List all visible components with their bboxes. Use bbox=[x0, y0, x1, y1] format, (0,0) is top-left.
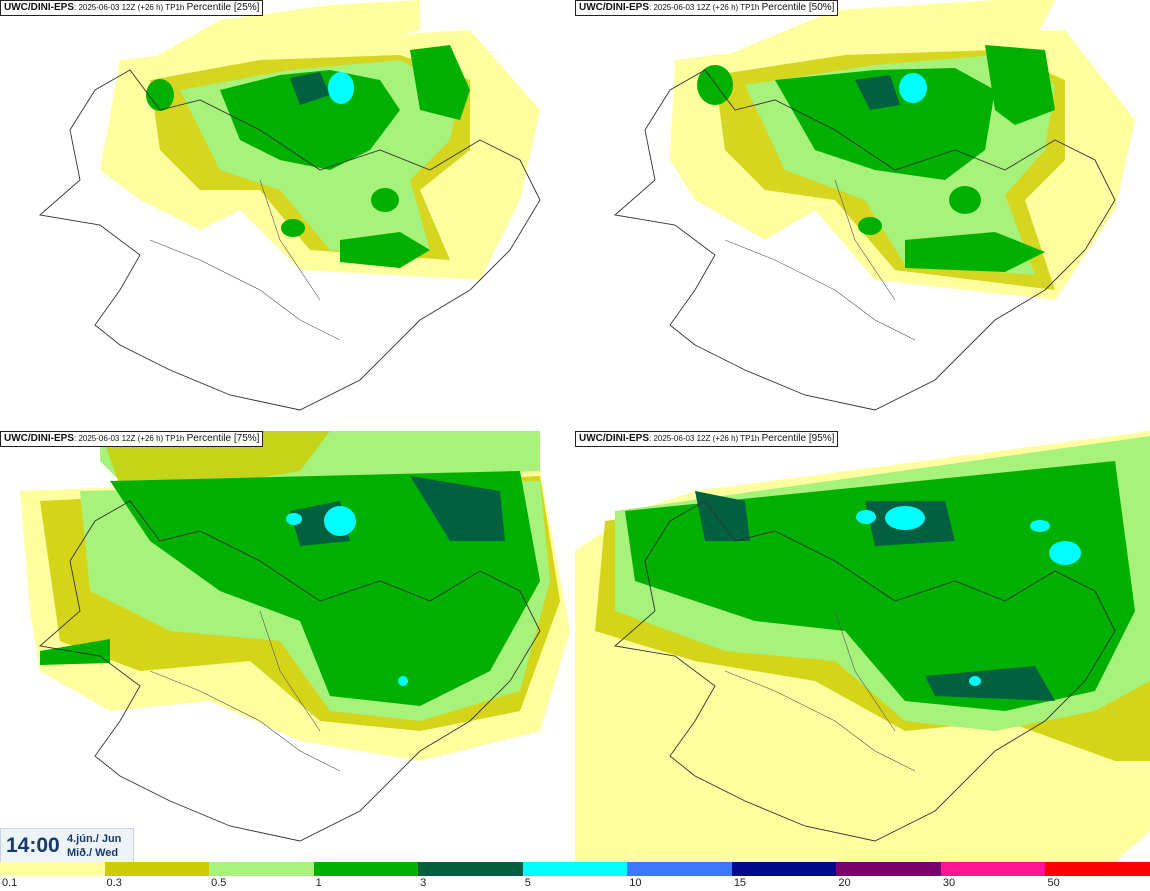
valid-date-line1: 4.jún./ Jun bbox=[67, 833, 122, 845]
legend-tick-label: 10 bbox=[629, 877, 642, 889]
map-panel-p25: UWC/DINI-EPS: 2025-06-03 12Z (+26 h) TP1… bbox=[0, 0, 575, 431]
valid-time: 14:00 bbox=[6, 834, 60, 857]
map-panel-p95: UWC/DINI-EPS: 2025-06-03 12Z (+26 h) TP1… bbox=[575, 431, 1150, 862]
legend-swatch bbox=[0, 862, 106, 876]
legend-tick-label: 0.1 bbox=[2, 877, 18, 889]
legend-tick-label: 0.5 bbox=[211, 877, 227, 889]
precip-legend: 0.1 0.3 0.5 1 3 5 10 15 20 30 50 bbox=[0, 862, 1150, 891]
panel-title: UWC/DINI-EPS: 2025-06-03 12Z (+26 h) TP1… bbox=[0, 0, 264, 16]
legend-swatch bbox=[836, 862, 942, 876]
legend-swatch bbox=[313, 862, 419, 876]
map-panel-p50: UWC/DINI-EPS: 2025-06-03 12Z (+26 h) TP1… bbox=[575, 0, 1150, 431]
legend-tick-label: 50 bbox=[1047, 877, 1060, 889]
legend-swatch bbox=[418, 862, 524, 876]
valid-time-box: 14:00 4.jún./ Jun Mið./ Wed bbox=[0, 828, 134, 864]
legend-swatch bbox=[522, 862, 628, 876]
legend-tick-label: 1 bbox=[315, 877, 322, 889]
legend-tick-label: 20 bbox=[838, 877, 851, 889]
precip-map bbox=[38, 0, 541, 411]
legend-tick-label: 15 bbox=[733, 877, 747, 889]
panel-title: UWC/DINI-EPS: 2025-06-03 12Z (+26 h) TP1… bbox=[575, 431, 839, 447]
legend-swatch bbox=[627, 862, 733, 876]
precip-map bbox=[20, 431, 570, 842]
legend-tick-label: 30 bbox=[942, 877, 956, 889]
precip-map bbox=[613, 0, 1135, 411]
precip-map bbox=[575, 431, 1150, 862]
legend-swatch bbox=[1045, 862, 1150, 876]
legend-tick-label: 0.3 bbox=[106, 877, 122, 889]
valid-date: 4.jún./ Jun Mið./ Wed bbox=[67, 832, 121, 860]
panel-title: UWC/DINI-EPS: 2025-06-03 12Z (+26 h) TP1… bbox=[575, 0, 839, 16]
legend-swatch bbox=[104, 862, 210, 876]
valid-date-line2: Mið./ Wed bbox=[67, 847, 119, 859]
legend-swatch bbox=[940, 862, 1046, 876]
panel-title: UWC/DINI-EPS: 2025-06-03 12Z (+26 h) TP1… bbox=[0, 431, 264, 447]
legend-swatch bbox=[731, 862, 837, 876]
legend-tick-label: 3 bbox=[420, 877, 427, 889]
map-panel-p75: UWC/DINI-EPS: 2025-06-03 12Z (+26 h) TP1… bbox=[0, 431, 575, 862]
legend-tick-label: 5 bbox=[524, 877, 531, 889]
legend-swatch bbox=[209, 862, 315, 876]
